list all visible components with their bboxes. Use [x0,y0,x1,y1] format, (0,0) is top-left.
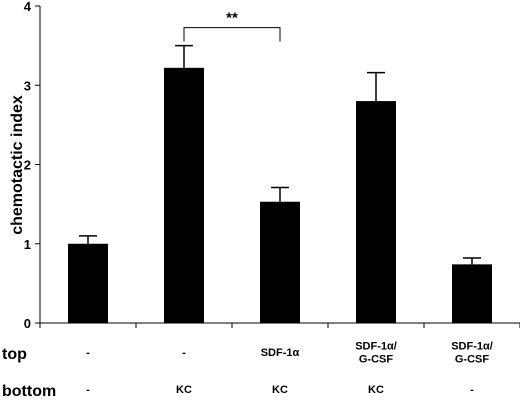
bottom-row-value-line: - [470,384,474,396]
bottom-row-value-line: KC [272,384,288,396]
y-axis: 0 1 2 3 4 [24,0,520,331]
top-row-value: - [86,347,90,359]
condition-rows: top - - SDF-1αSDF-1α/G-CSFSDF-1α/G-CSFbotto… [2,341,493,401]
top-row-value: - [182,347,186,359]
y-axis-label: chemotactic index [9,95,26,235]
y-tick-label: 0 [24,316,31,331]
y-tick-label: 3 [24,78,31,93]
bottom-row-value: KC [272,384,288,396]
top-row-value-line: G-CSF [455,354,490,366]
y-tick-label: 2 [24,158,31,173]
bar [164,67,204,323]
top-row-value-line: SDF-1α/ [355,341,397,353]
bottom-row-value-line: - [86,384,90,396]
significance-bracket [183,27,281,42]
bar [452,264,492,323]
top-row-value: SDF-1α [261,347,300,359]
top-row-value-line: SDF-1α/ [451,341,493,353]
top-row-value: SDF-1α/G-CSF [355,341,397,366]
top-row-value-line: G-CSF [359,354,394,366]
bar [68,243,108,323]
bottom-row-value: KC [368,384,384,396]
bottom-row-label: bottom [2,383,56,400]
bottom-row-value: KC [176,384,192,396]
top-row-value: SDF-1α/G-CSF [451,341,493,366]
bottom-row-value: - [470,384,474,396]
y-tick-label: 4 [24,0,32,14]
significance-label: ** [226,10,238,27]
significance-annotation: ** [183,10,281,42]
bottom-row-value: - [86,384,90,396]
top-row-label: top [2,346,27,363]
bottom-row-value-line: KC [368,384,384,396]
bottom-row-value-line: KC [176,384,192,396]
bars-group [68,44,492,323]
bar [260,201,300,323]
y-tick-label: 1 [24,237,31,252]
top-row-value-line: SDF-1α [261,347,300,359]
bar [356,101,396,323]
top-row-value-line: - [86,347,90,359]
top-row-value-line: - [182,347,186,359]
